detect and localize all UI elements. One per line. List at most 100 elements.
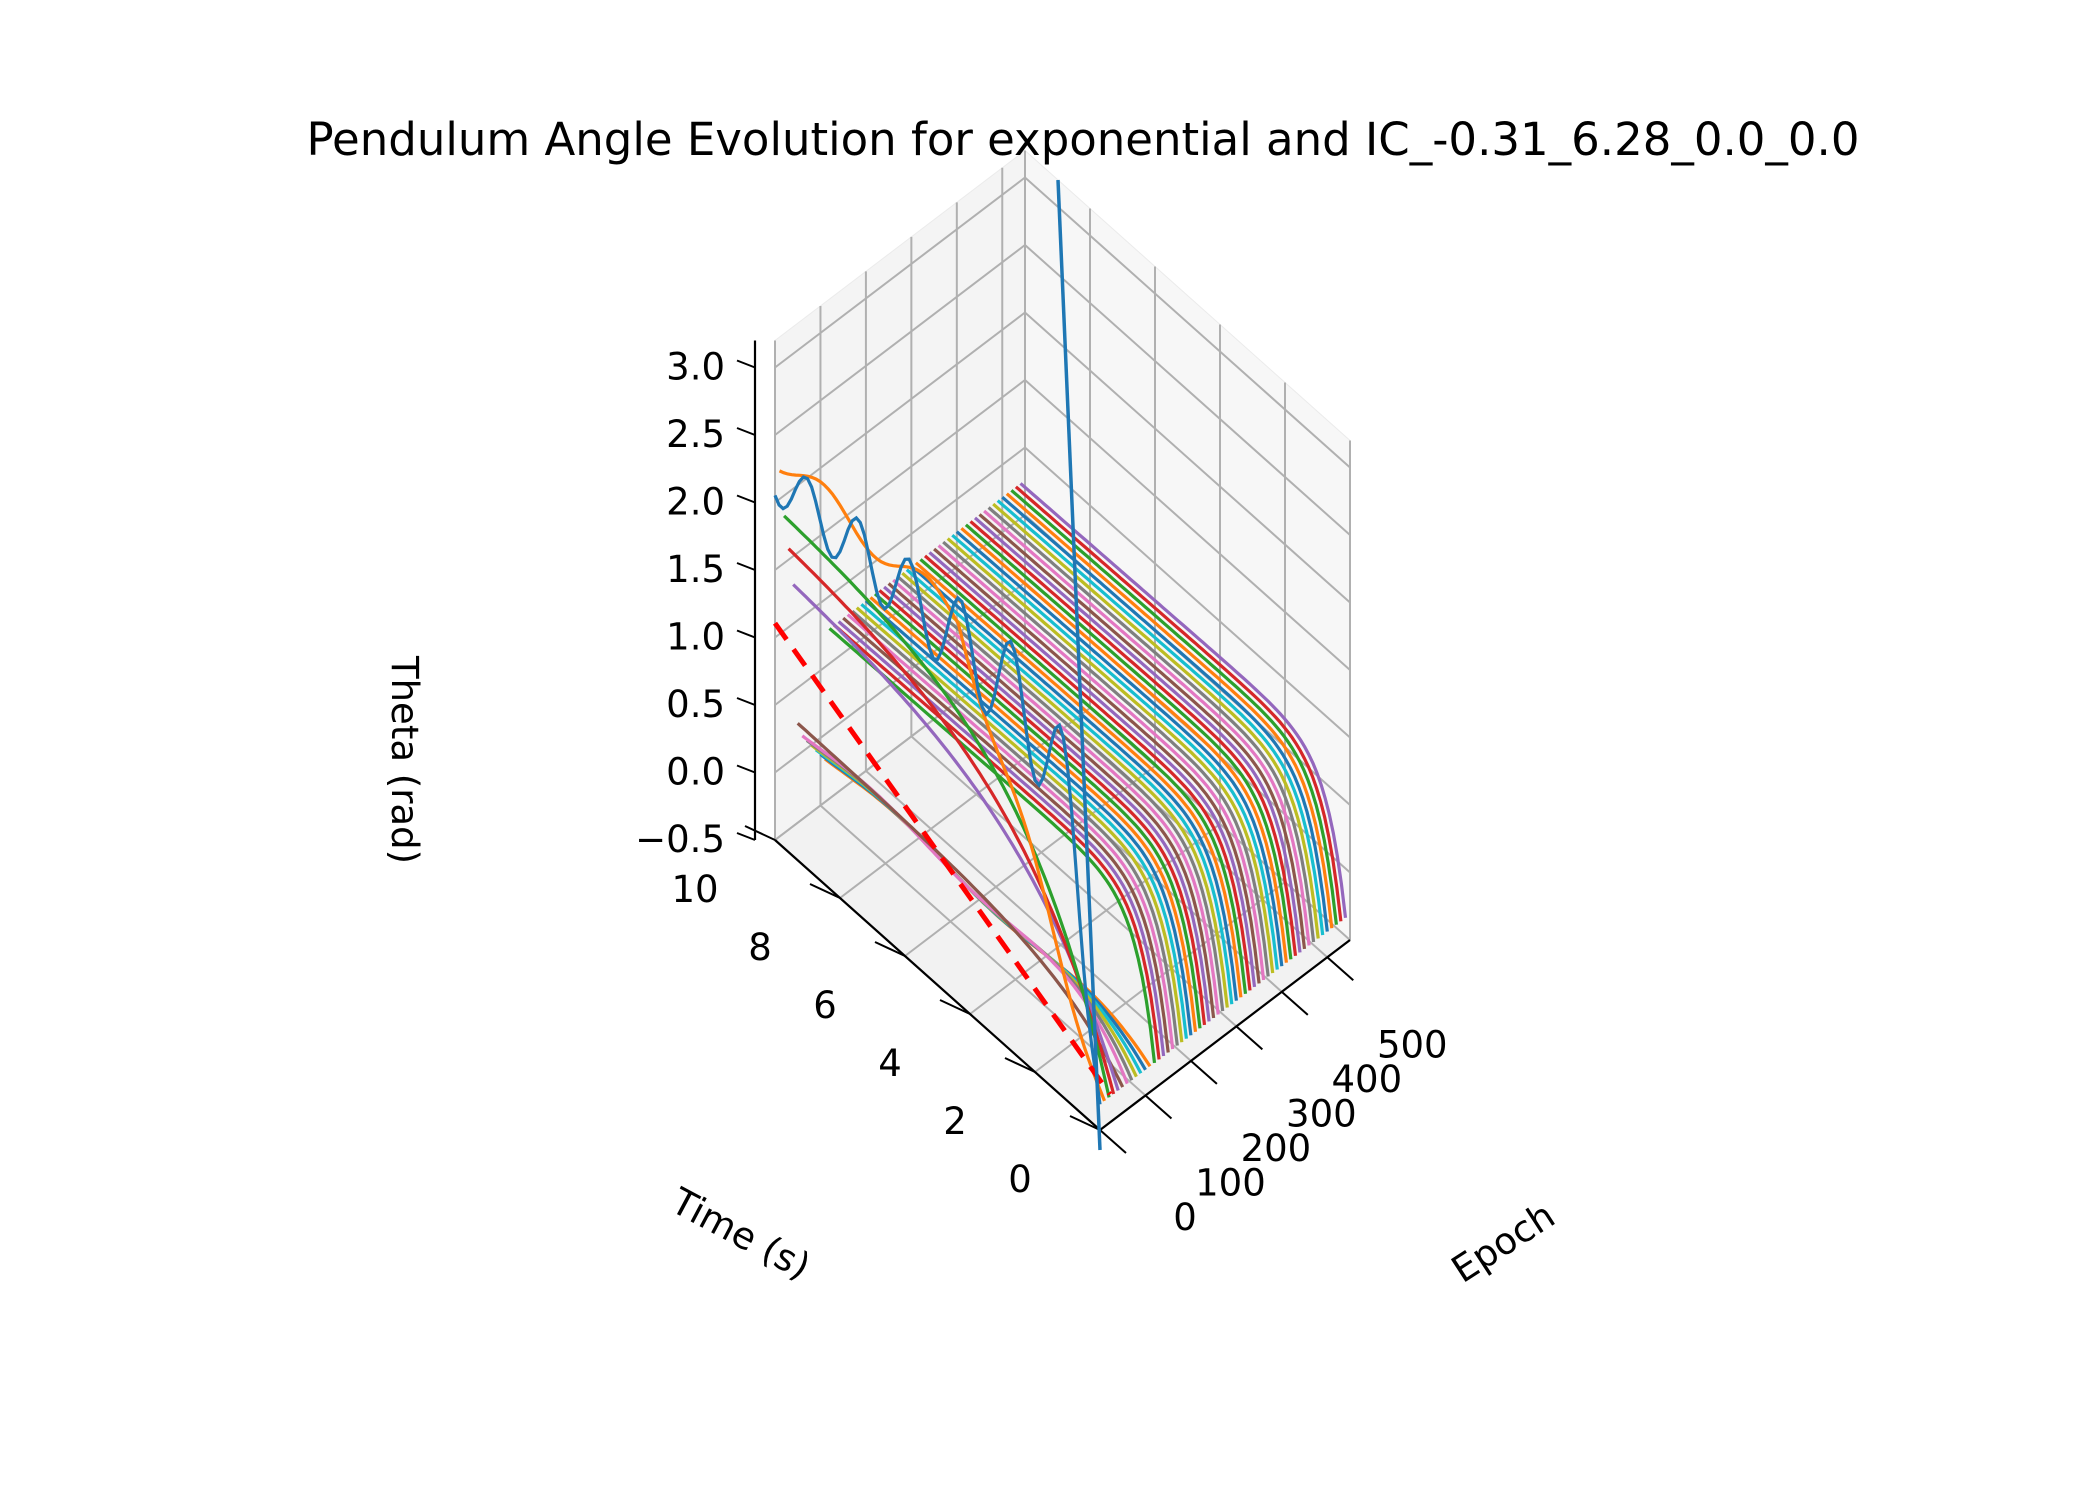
z-grid-line	[1024, 244, 1351, 536]
tick-mark	[736, 832, 756, 841]
x-tick-label: 0	[1173, 1196, 1197, 1239]
tick-mark	[736, 427, 756, 436]
series-line-epoch-420	[964, 523, 1293, 960]
tick-mark	[1281, 991, 1309, 1016]
series-line-epoch-130	[833, 623, 1161, 1060]
series-line-epoch-390	[951, 533, 1279, 970]
series-line-epoch-20	[782, 514, 1111, 1098]
series-line-epoch-270	[896, 575, 1225, 1012]
series-line-epoch-180	[855, 606, 1184, 1043]
z-tick-label: 2.0	[666, 481, 725, 524]
series-line-epoch-510	[1005, 492, 1334, 929]
z-axis-label: Theta (rad)	[383, 655, 426, 864]
tick-mark	[1004, 1057, 1036, 1073]
series-line-epoch-520	[1010, 489, 1338, 925]
axis-lines	[736, 340, 1354, 1154]
series-line-epoch-500	[1001, 495, 1329, 932]
series-line-epoch-360	[937, 544, 1266, 981]
tick-mark	[736, 494, 756, 504]
z-tick-label: 2.5	[666, 413, 725, 456]
y-tick-label: 8	[748, 926, 772, 969]
series-line-epoch-450	[978, 513, 1307, 950]
series-line-epoch-250	[887, 582, 1216, 1019]
x-axis-line	[1099, 939, 1351, 1131]
x-tick-label: 400	[1332, 1058, 1403, 1101]
z-grid-line	[774, 244, 1026, 436]
series-line-epoch-530	[1014, 485, 1343, 922]
series-line-epoch-490	[996, 499, 1325, 936]
tick-mark	[1235, 1025, 1264, 1051]
z-tick-label: −0.5	[635, 818, 725, 861]
z-grid-line	[1024, 311, 1351, 604]
series-line-epoch-460	[983, 509, 1311, 946]
series-line-epoch-190	[860, 603, 1188, 1039]
tick-mark	[1190, 1060, 1218, 1085]
tick-mark	[736, 629, 756, 639]
series-line-epoch-230	[878, 589, 1207, 1026]
series-line-epoch-440	[973, 516, 1302, 953]
series-line-epoch-330	[923, 554, 1252, 991]
x-grid-line	[865, 770, 1192, 1062]
series-line-steep	[1056, 179, 1102, 1151]
series-line-epoch-10	[778, 469, 1106, 1102]
tick-mark	[1326, 956, 1354, 982]
y-tick-label: 4	[878, 1042, 902, 1085]
series-line-epoch-310	[914, 561, 1243, 998]
x-tick-label: 500	[1377, 1023, 1448, 1066]
series-line-epoch-370	[942, 540, 1270, 977]
x-tick-label: 300	[1286, 1092, 1357, 1135]
tick-mark	[736, 697, 756, 706]
z-grid-line	[1024, 176, 1351, 469]
tick-mark	[1144, 1094, 1173, 1120]
series-line-epoch-210	[869, 596, 1198, 1032]
z-tick-label: 0.5	[666, 683, 725, 726]
z-grid-line	[774, 379, 1026, 571]
series-line-epoch-290	[905, 568, 1234, 1005]
x-tick-label: 200	[1241, 1127, 1312, 1170]
y-tick-label: 6	[813, 984, 837, 1027]
y-axis-line	[774, 839, 1101, 1131]
y-tick-label: 10	[671, 868, 718, 911]
series-line-epoch-480	[992, 502, 1320, 939]
series-line-epoch-470	[987, 506, 1316, 943]
series-line-epoch-400	[955, 530, 1284, 967]
series-line-epoch-410	[960, 527, 1288, 963]
series-line-epoch-240	[883, 585, 1211, 1022]
tick-mark	[874, 941, 906, 957]
series-line-epoch-350	[933, 547, 1261, 984]
series-line-epoch-30	[787, 547, 1116, 1095]
z-tick-label: 1.0	[666, 616, 725, 659]
chart-title: Pendulum Angle Evolution for exponential…	[307, 113, 1860, 166]
x-axis-label: Epoch	[1444, 1194, 1562, 1292]
tick-mark	[736, 764, 756, 774]
tick-mark	[809, 883, 841, 899]
y-tick-label: 2	[943, 1100, 967, 1143]
tick-mark	[744, 825, 776, 841]
series-line-epoch-430	[969, 520, 1298, 956]
z-tick-label: 3.0	[666, 346, 725, 389]
z-grid-line	[774, 176, 1026, 369]
series-line-epoch-0	[773, 475, 1102, 1105]
z-grid-line	[774, 311, 1026, 504]
z-tick-label: 1.5	[666, 548, 725, 591]
tick-mark	[1069, 1115, 1101, 1131]
y-axis-label: Time (s)	[663, 1179, 817, 1288]
tick-mark	[736, 359, 756, 369]
series-line-epoch-160	[846, 613, 1175, 1050]
z-grid-line	[1024, 379, 1351, 671]
tick-mark	[736, 562, 756, 571]
tick-mark	[939, 999, 971, 1015]
series-line-epoch-380	[946, 537, 1275, 974]
series-lines	[772, 179, 1348, 1151]
z-grid-line	[1024, 446, 1351, 739]
y-tick-label: 0	[1008, 1158, 1032, 1201]
true-solution-line	[772, 621, 1113, 1096]
tick-mark	[1099, 1129, 1127, 1154]
series-line-epoch-340	[928, 551, 1257, 988]
series-line-epoch-320	[919, 558, 1248, 994]
x-tick-label: 100	[1195, 1161, 1266, 1204]
tick-labels: 01002003004005000246810−0.50.00.51.01.52…	[635, 346, 1447, 1240]
series-line-epoch-170	[851, 609, 1179, 1046]
z-tick-label: 0.0	[666, 751, 725, 794]
